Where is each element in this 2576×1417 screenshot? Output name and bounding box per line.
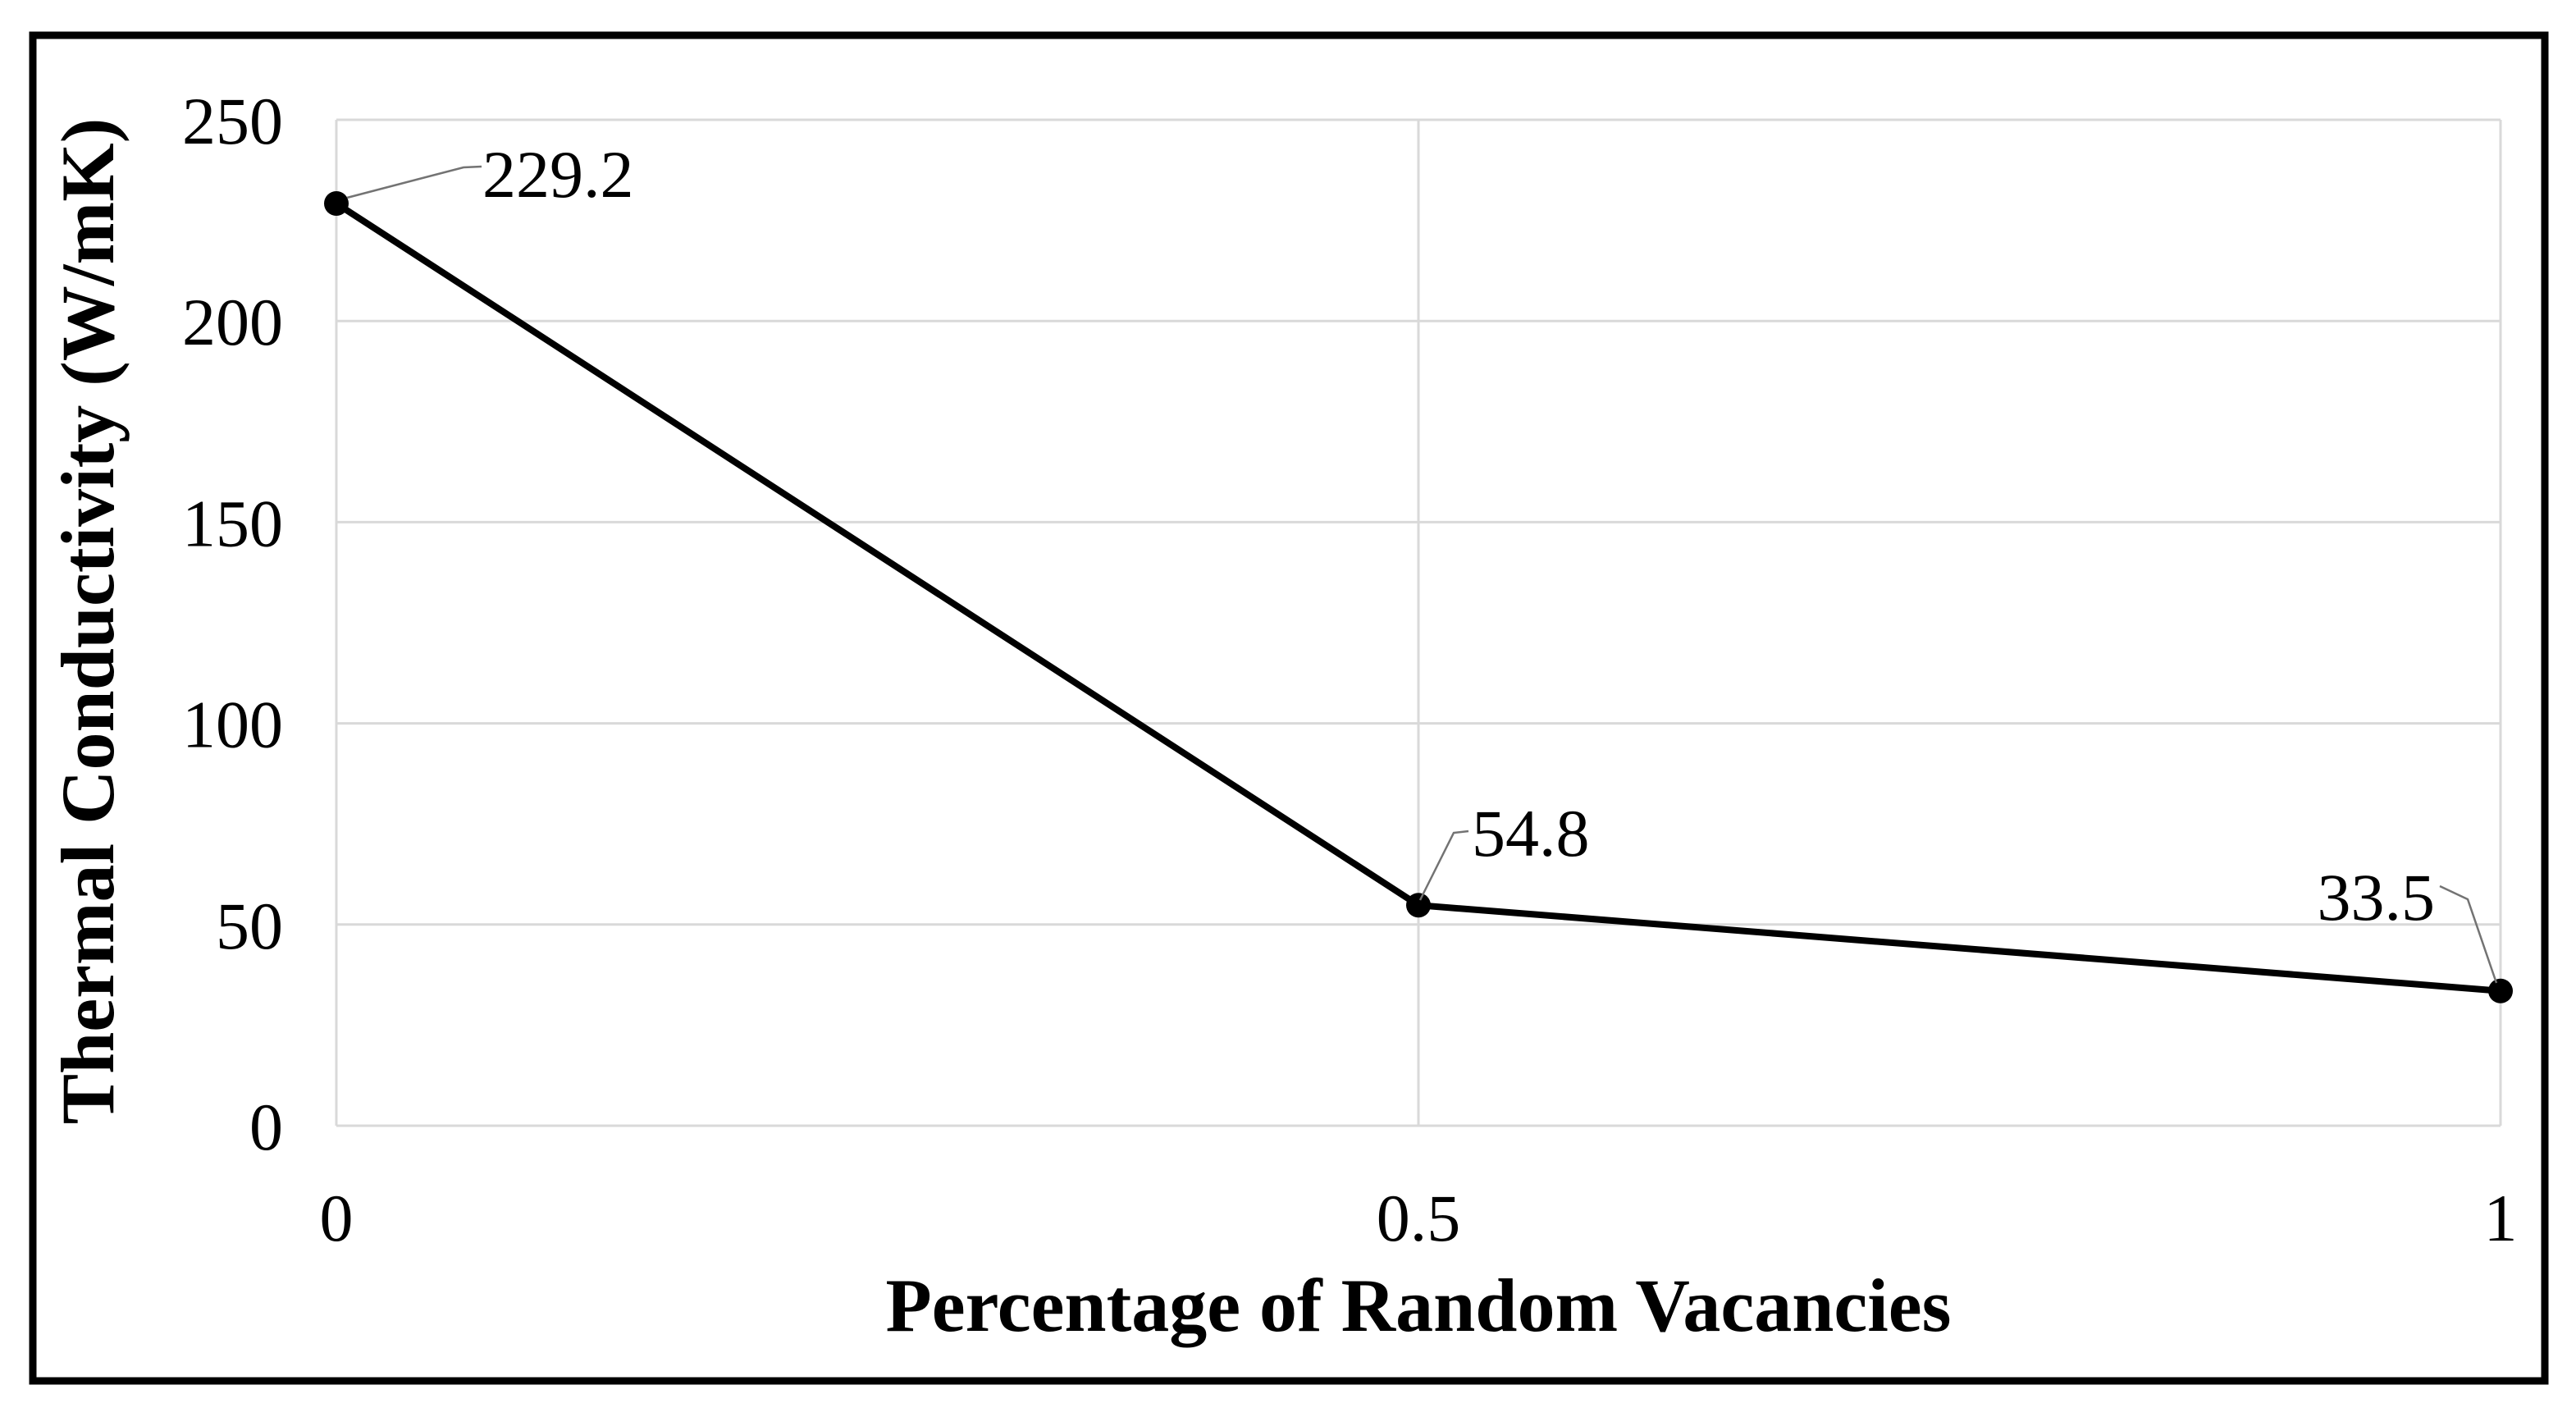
x-axis-tick-label: 1	[2484, 1181, 2518, 1255]
y-axis-tick-label: 50	[216, 889, 283, 963]
x-axis-tick-label: 0.5	[1377, 1181, 1461, 1255]
chart-border	[29, 31, 2549, 1385]
y-axis-tick-label: 150	[182, 486, 283, 560]
data-point-marker	[2488, 978, 2513, 1003]
y-axis-title: Thermal Conductivity (W/mK)	[46, 118, 130, 1125]
data-label-leader	[1418, 830, 1469, 901]
data-label: 33.5	[2318, 860, 2436, 935]
gridlines	[335, 118, 2502, 1127]
data-point-marker	[324, 191, 349, 217]
data-point-marker	[1406, 893, 1431, 918]
data-label-leader	[2439, 884, 2498, 984]
data-label: 229.2	[482, 137, 634, 212]
data-label-leader	[346, 165, 482, 199]
x-axis-tick-label: 0	[320, 1181, 354, 1255]
y-axis-tick-label: 100	[182, 688, 283, 762]
data-label: 54.8	[1472, 796, 1590, 871]
y-axis-tick-label: 0	[249, 1090, 283, 1164]
x-axis-title: Percentage of Random Vacancies	[886, 1264, 1952, 1347]
y-axis-tick-label: 250	[182, 84, 283, 158]
y-axis-tick-label: 200	[182, 285, 283, 359]
